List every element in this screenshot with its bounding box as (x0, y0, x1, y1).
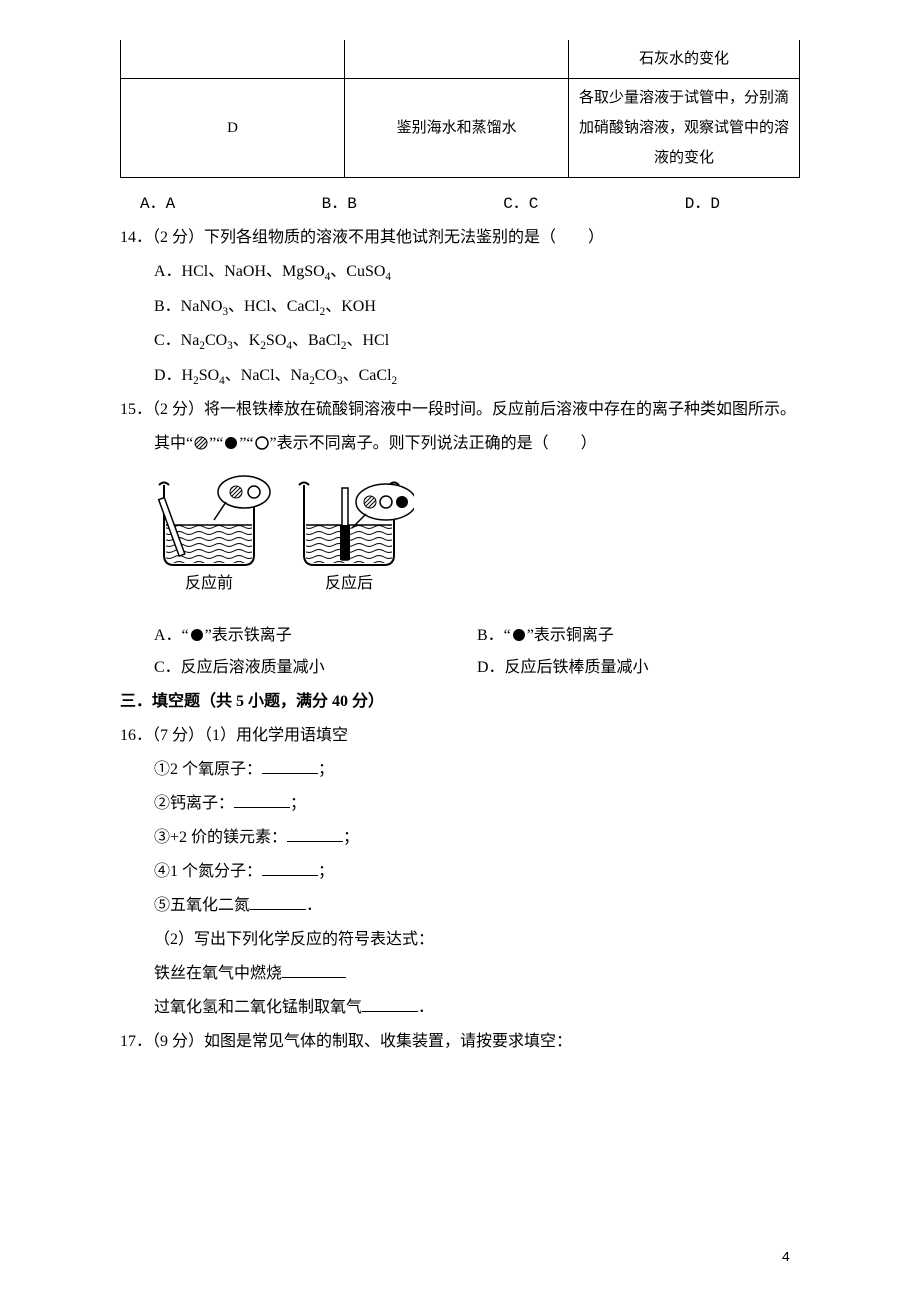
option-a: A．A (140, 188, 175, 220)
q16-p2: （2）写出下列化学反应的符号表达式： (120, 924, 800, 956)
cell: 石灰水的变化 (569, 40, 800, 79)
q16-l5: ⑤五氧化二氮． (120, 890, 800, 922)
cell: 各取少量溶液于试管中，分别滴加硝酸钠溶液，观察试管中的溶液的变化 (569, 79, 800, 178)
cell: 鉴别海水和蒸馏水 (345, 79, 569, 178)
q14-option-b: B．NaNO3、HCl、CaCl2、KOH (120, 291, 800, 324)
q15-option-d: D．反应后铁棒质量减小 (477, 652, 800, 684)
q15-stem-2: 其中“”“”“”表示不同离子。则下列说法正确的是（ ） (120, 428, 800, 460)
option-d: D．D (685, 188, 720, 220)
cell: D (121, 79, 345, 178)
q16-l3: ③+2 价的镁元素：； (120, 822, 800, 854)
option-c: C．C (503, 188, 538, 220)
q15-options-row1: A．“”表示铁离子 B．“”表示铜离子 (120, 620, 800, 652)
q15-option-b: B．“”表示铜离子 (477, 620, 800, 652)
q15-option-a: A．“”表示铁离子 (154, 620, 477, 652)
option-b: B．B (322, 188, 357, 220)
q16-l4: ④1 个氮分子：； (120, 856, 800, 888)
q16-l2: ②钙离子：； (120, 788, 800, 820)
svg-text:反应后: 反应后 (325, 573, 373, 592)
q13-table: 石灰水的变化 D 鉴别海水和蒸馏水 各取少量溶液于试管中，分别滴加硝酸钠溶液，观… (120, 40, 800, 178)
table-row: D 鉴别海水和蒸馏水 各取少量溶液于试管中，分别滴加硝酸钠溶液，观察试管中的溶液… (121, 79, 800, 178)
svg-text:反应前: 反应前 (185, 573, 233, 592)
q14-option-c: C．Na2CO3、K2SO4、BaCl2、HCl (120, 325, 800, 358)
q17-stem: 17．（9 分）如图是常见气体的制取、收集装置，请按要求填空： (120, 1026, 800, 1058)
q16-p4: 过氧化氢和二氧化锰制取氧气． (120, 992, 800, 1024)
q16-stem: 16．（7 分）（1）用化学用语填空 (120, 720, 800, 752)
q14-stem: 14．（2 分）下列各组物质的溶液不用其他试剂无法鉴别的是（ ） (120, 222, 800, 254)
q15-option-c: C．反应后溶液质量减小 (154, 652, 477, 684)
table-row: 石灰水的变化 (121, 40, 800, 79)
q16-l1: ①2 个氧原子：； (120, 754, 800, 786)
q16-p3: 铁丝在氧气中燃烧 (120, 958, 800, 990)
q15-stem-1: 15．（2 分）将一根铁棒放在硫酸铜溶液中一段时间。反应前后溶液中存在的离子种类… (120, 394, 800, 426)
q15-diagram: 反应前 反应后 (154, 470, 414, 600)
q14-option-d: D．H2SO4、NaCl、Na2CO3、CaCl2 (120, 360, 800, 393)
section-3-title: 三．填空题（共 5 小题，满分 40 分） (120, 686, 800, 718)
q14-option-a: A．HCl、NaOH、MgSO4、CuSO4 (120, 256, 800, 289)
q13-options: A．A B．B C．C D．D (120, 188, 800, 220)
q15-options-row2: C．反应后溶液质量减小 D．反应后铁棒质量减小 (120, 652, 800, 684)
page-number: 4 (782, 1244, 790, 1272)
